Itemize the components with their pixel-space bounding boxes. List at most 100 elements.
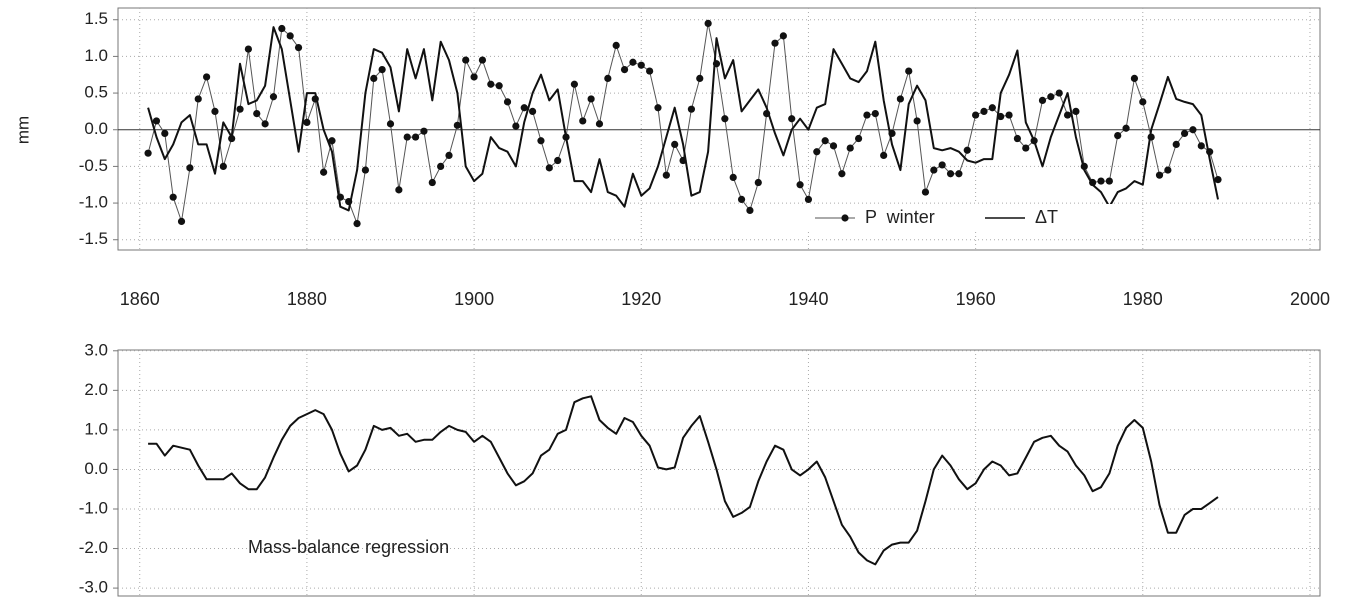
data-point <box>729 173 737 181</box>
data-point <box>386 120 395 128</box>
legend-label: P winter <box>865 207 935 227</box>
y-tick-label: 1.0 <box>84 419 108 438</box>
data-point <box>662 171 670 179</box>
data-point <box>746 206 754 214</box>
data-point <box>620 66 629 74</box>
data-point <box>1097 177 1105 185</box>
data-point <box>737 195 746 203</box>
data-point <box>177 217 186 225</box>
y-tick-label: 1.5 <box>84 9 108 28</box>
y-tick-label: -1.5 <box>79 229 108 248</box>
annotation: Mass-balance regression <box>248 537 449 557</box>
legend-marker <box>841 214 849 222</box>
data-point <box>203 73 211 81</box>
data-point <box>286 32 294 40</box>
data-point <box>1197 142 1205 150</box>
data-point <box>1047 93 1055 101</box>
data-point <box>411 133 420 141</box>
y-tick-label: -0.5 <box>79 156 108 175</box>
data-point <box>554 156 562 165</box>
data-point <box>294 44 303 52</box>
data-point <box>361 166 370 174</box>
data-point <box>612 41 620 50</box>
data-point <box>320 168 328 176</box>
data-point <box>495 82 503 90</box>
data-point <box>169 193 177 201</box>
data-point <box>921 188 930 196</box>
data-point <box>963 146 971 154</box>
y-tick-label: 0.0 <box>84 119 108 138</box>
data-point <box>813 148 821 156</box>
data-point <box>545 164 553 172</box>
data-point <box>353 220 361 228</box>
data-point <box>687 105 696 113</box>
data-point <box>236 105 244 113</box>
data-point <box>829 142 838 150</box>
data-point <box>437 162 445 170</box>
data-point <box>1214 176 1222 184</box>
data-point <box>269 93 278 101</box>
data-point <box>503 98 512 106</box>
data-point <box>219 162 227 170</box>
data-point <box>629 58 637 66</box>
data-point <box>938 161 946 169</box>
data-point <box>913 117 921 125</box>
x-tick-label: 1900 <box>454 289 494 309</box>
data-point <box>595 120 604 128</box>
series-line <box>148 395 1219 566</box>
data-point <box>863 111 871 119</box>
data-point <box>654 104 662 112</box>
data-point <box>244 45 252 53</box>
data-point <box>896 95 904 103</box>
y-tick-label: -1.0 <box>79 193 108 212</box>
y-tick-label: 0.0 <box>84 459 108 478</box>
data-point <box>779 32 787 40</box>
data-point <box>570 80 578 88</box>
data-point <box>1063 111 1072 119</box>
data-point <box>152 117 161 125</box>
data-point <box>161 129 169 137</box>
data-point <box>453 121 461 129</box>
y-axis-label: mm <box>13 116 32 144</box>
data-point <box>1072 107 1080 115</box>
data-point <box>1164 166 1172 174</box>
data-point <box>771 39 779 47</box>
data-point <box>512 122 520 130</box>
data-point <box>303 118 311 126</box>
data-point <box>328 137 336 145</box>
data-point <box>671 140 679 148</box>
series-line <box>147 26 1219 212</box>
data-point <box>972 111 980 119</box>
data-point <box>478 56 487 64</box>
data-point <box>846 144 854 152</box>
data-point <box>395 186 403 194</box>
data-point <box>487 80 495 88</box>
y-tick-label: -2.0 <box>79 538 108 557</box>
y-tick-label: 2.0 <box>84 380 108 399</box>
data-point <box>955 170 963 178</box>
data-point <box>370 74 378 82</box>
data-point <box>871 110 879 118</box>
data-point <box>537 137 545 145</box>
data-point <box>378 66 386 74</box>
data-point <box>1130 74 1139 82</box>
x-tick-label: 2000 <box>1290 289 1330 309</box>
data-point <box>1114 132 1122 140</box>
data-point <box>838 170 846 178</box>
data-point <box>211 107 219 115</box>
data-point <box>980 107 988 115</box>
data-point <box>696 74 704 82</box>
data-point <box>186 164 194 172</box>
data-point <box>278 24 286 33</box>
data-point <box>1189 126 1197 134</box>
x-tick-label: 1940 <box>788 289 828 309</box>
y-tick-label: 3.0 <box>84 340 108 359</box>
data-point <box>1005 111 1013 119</box>
data-point <box>587 95 595 103</box>
x-tick-label: 1860 <box>120 289 160 309</box>
data-point <box>428 178 436 187</box>
data-point <box>1139 98 1147 106</box>
data-point <box>1055 89 1063 97</box>
data-point <box>1155 171 1164 179</box>
x-tick-label: 1920 <box>621 289 661 309</box>
